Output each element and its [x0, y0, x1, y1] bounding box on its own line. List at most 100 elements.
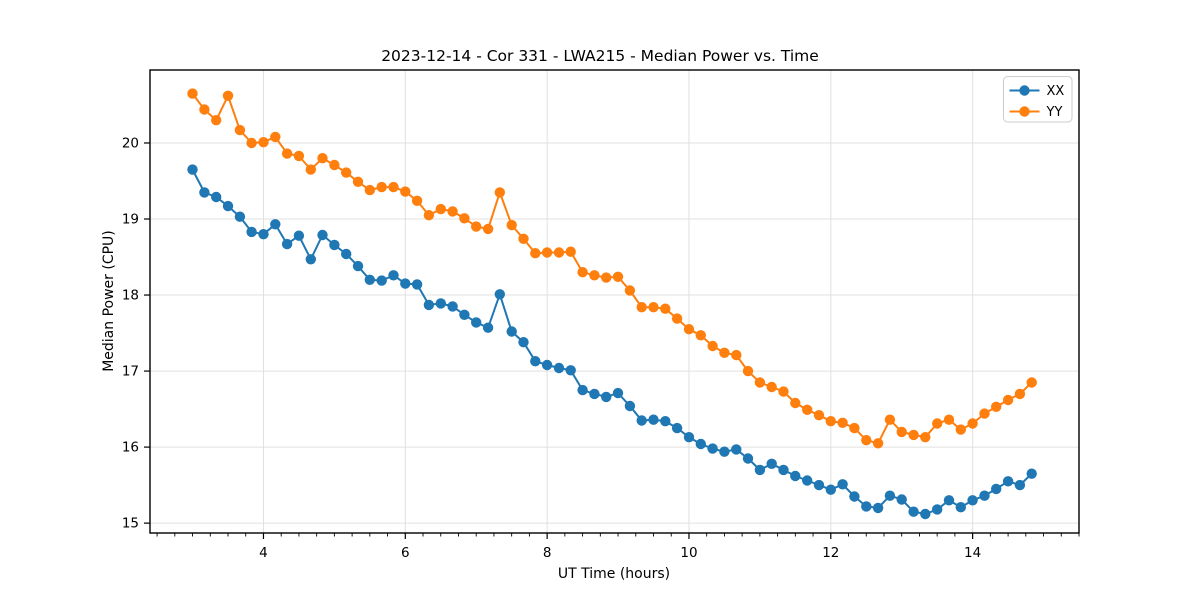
data-point-marker [908, 429, 919, 441]
axes-layer: 4 6 8 10 12 14 15 16 17 18 19 20 [122, 69, 1080, 561]
data-point-marker [896, 494, 907, 505]
data-point-marker [908, 506, 919, 517]
data-point-marker [671, 422, 683, 434]
data-point-marker [376, 181, 387, 193]
data-point-marker [211, 191, 222, 203]
x-tick-label: 8 [543, 545, 552, 561]
data-point-marker [872, 502, 884, 514]
data-point-marker [258, 229, 269, 240]
data-point-marker [518, 233, 529, 244]
data-point-marker [884, 414, 896, 425]
data-point-marker [211, 115, 222, 126]
x-tick-label: 6 [401, 545, 410, 561]
data-point-marker [281, 148, 293, 159]
data-point-marker [719, 347, 730, 358]
data-point-marker [624, 400, 636, 412]
data-point-marker [766, 381, 777, 393]
data-point-marker [329, 159, 340, 171]
data-point-marker [411, 195, 423, 206]
data-point-marker [435, 298, 446, 309]
data-point-marker [341, 167, 352, 178]
data-point-marker [471, 221, 482, 232]
x-tick-label: 12 [822, 545, 839, 561]
data-point-marker [577, 384, 588, 396]
data-point-marker [932, 504, 943, 515]
data-point-marker [955, 502, 966, 513]
data-point-marker [589, 270, 600, 281]
data-point-marker [506, 326, 517, 337]
data-point-marker [707, 340, 718, 352]
data-point-marker [388, 181, 399, 193]
data-point-marker [991, 401, 1002, 412]
data-point-marker [222, 90, 234, 102]
plot-border [149, 69, 1080, 534]
data-point-marker [435, 203, 446, 215]
data-point-marker [648, 414, 659, 425]
data-point-marker [447, 206, 458, 217]
data-point-marker [364, 274, 375, 285]
data-point-marker [565, 246, 576, 257]
data-point-marker [471, 317, 482, 328]
data-point-marker [494, 289, 505, 300]
data-point-marker [423, 299, 435, 311]
data-point-marker [329, 239, 340, 251]
data-point-marker [317, 229, 328, 241]
data-point-marker [813, 410, 825, 421]
series-xx [187, 164, 1037, 520]
data-point-marker [802, 475, 813, 486]
series-line [191, 93, 1033, 445]
data-point-marker [530, 356, 541, 367]
data-point-marker [459, 309, 470, 320]
data-point-marker [683, 324, 695, 335]
data-point-marker [742, 453, 754, 464]
data-point-marker [494, 187, 505, 198]
data-point-marker [778, 464, 789, 476]
data-point-marker [565, 365, 576, 376]
data-point-marker [258, 137, 269, 148]
data-point-marker [837, 479, 848, 490]
data-point-marker [872, 438, 884, 449]
data-point-marker [707, 443, 718, 454]
data-point-marker [825, 416, 836, 427]
data-point-marker [541, 359, 553, 371]
data-point-marker [482, 223, 494, 235]
data-point-marker [305, 254, 316, 265]
data-point-marker [719, 446, 730, 457]
data-point-marker [967, 495, 978, 506]
x-tick-label: 4 [259, 545, 268, 561]
data-point-marker [660, 303, 671, 314]
y-tick-label: 19 [122, 212, 139, 228]
x-axis-label: UT Time (hours) [558, 566, 670, 582]
data-point-marker [459, 213, 470, 224]
data-point-marker [932, 418, 943, 429]
data-point-marker [955, 424, 966, 435]
data-point-marker [943, 495, 955, 506]
data-point-marker [1026, 377, 1037, 388]
data-point-marker [731, 349, 742, 361]
data-point-marker [979, 490, 990, 501]
data-point-marker [447, 301, 458, 312]
data-point-marker [423, 210, 435, 221]
legend-item-xx: XX [1009, 84, 1064, 99]
data-point-marker [813, 479, 825, 491]
data-point-marker [754, 377, 766, 388]
data-point-marker [199, 104, 210, 115]
data-point-marker [754, 464, 766, 476]
data-point-marker [553, 247, 565, 258]
data-point-marker [825, 484, 836, 495]
data-point-marker [991, 483, 1002, 495]
data-point-marker [943, 414, 955, 425]
chart-title: 2023-12-14 - Cor 331 - LWA215 - Median P… [381, 47, 819, 65]
data-point-marker [234, 211, 246, 222]
y-tick-label: 18 [122, 288, 139, 304]
data-point-marker [742, 365, 754, 377]
data-point-marker [849, 422, 860, 434]
data-point-marker [861, 435, 872, 446]
data-point-marker [790, 470, 801, 482]
data-point-marker [400, 186, 411, 197]
data-point-marker [660, 416, 671, 427]
x-tick-label: 14 [964, 545, 981, 561]
data-point-marker [636, 302, 647, 313]
y-tick-label: 15 [122, 516, 139, 532]
